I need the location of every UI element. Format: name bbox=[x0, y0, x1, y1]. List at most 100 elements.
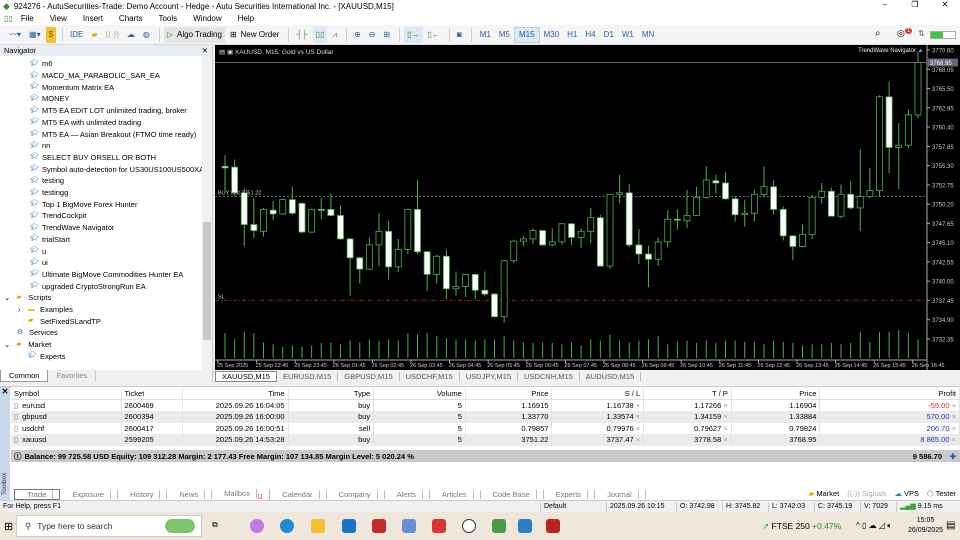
system-tray-icons[interactable]: ^ ▯ ☁ ◿ 🔈︎ bbox=[856, 521, 892, 530]
close-sl-icon[interactable]: × bbox=[633, 401, 641, 410]
toolbox-tab-company[interactable]: Company bbox=[327, 490, 385, 499]
column-header[interactable]: Time bbox=[182, 388, 289, 400]
chart-tab[interactable]: GBPUSD,M15 bbox=[338, 372, 400, 381]
close-tp-icon[interactable]: × bbox=[721, 401, 728, 410]
navigator-item[interactable]: 🎓︎ SELECT BUY ORSELL OR BOTH bbox=[30, 152, 156, 164]
column-header[interactable]: Volume bbox=[373, 388, 466, 400]
templates-icon[interactable]: ▦▾ bbox=[29, 30, 41, 39]
zoom-in-icon[interactable]: ⊕ bbox=[354, 30, 361, 39]
timeframe-m15[interactable]: M15 bbox=[514, 26, 540, 43]
vps-cloud-icon[interactable]: ☁ bbox=[126, 30, 135, 39]
column-header[interactable]: S / L bbox=[551, 388, 645, 400]
outlook-icon[interactable] bbox=[342, 519, 356, 533]
column-header[interactable]: Ticket bbox=[121, 388, 183, 400]
navigator-item[interactable]: 🎓︎ Symbol auto-detection for US30US100US5… bbox=[30, 163, 210, 175]
add-icon[interactable]: ✚ bbox=[949, 451, 956, 461]
navigator-item[interactable]: 🎓︎ TrendWave Navigator bbox=[30, 222, 114, 234]
line-chart-icon[interactable]: ⩘ bbox=[332, 29, 337, 39]
edge-icon[interactable] bbox=[280, 519, 294, 533]
signals-icon[interactable]: ((·)) bbox=[105, 30, 119, 39]
navigator-item[interactable]: 🎓︎ MT5 EA — Asian Breakout (FTMO time rea… bbox=[30, 128, 196, 140]
close-sl-icon[interactable]: × bbox=[633, 412, 641, 422]
tile-windows-icon[interactable]: ⊞ bbox=[383, 30, 391, 39]
menu-charts[interactable]: Charts bbox=[118, 14, 143, 23]
menu-tools[interactable]: Tools bbox=[158, 14, 178, 23]
algo-trading-button[interactable]: ▷ Algo Trading bbox=[163, 26, 225, 43]
tab-common[interactable]: Common bbox=[0, 370, 49, 382]
toolbox-tab-exposure[interactable]: Exposure bbox=[60, 490, 119, 499]
chatgpt-icon[interactable] bbox=[462, 519, 476, 533]
toolbox-tab-articles[interactable]: Articles bbox=[430, 490, 481, 499]
app-red2-icon[interactable] bbox=[432, 519, 446, 533]
chart-shift-icon[interactable]: ▯← bbox=[427, 30, 440, 39]
tester-link[interactable]: ⬡ Tester bbox=[927, 489, 956, 498]
timeframe-m5[interactable]: M5 bbox=[498, 30, 511, 39]
app-bottle-icon[interactable] bbox=[402, 519, 416, 533]
new-order-button[interactable]: ⊞ New Order bbox=[229, 30, 280, 39]
expand-toggle-icon[interactable]: ⌄ bbox=[4, 340, 11, 350]
navigator-item[interactable]: 🎓︎ MONEY bbox=[30, 93, 70, 105]
app-dark-icon[interactable] bbox=[546, 519, 560, 533]
toolbox-tab-trade[interactable]: Trade bbox=[14, 489, 61, 500]
table-row[interactable]: ▯ usdchf 2600417 2025.09.26 16:00:51 sell 5 0.… bbox=[11, 422, 960, 434]
navigator-item[interactable]: › ▬ Examples bbox=[18, 304, 73, 316]
close-tp-icon[interactable]: × bbox=[721, 412, 728, 422]
expand-toggle-icon[interactable]: ⌄ bbox=[4, 293, 11, 303]
chart-tab[interactable]: EURUSD,M15 bbox=[277, 372, 339, 381]
copilot-icon[interactable] bbox=[250, 519, 264, 533]
navigator-item[interactable]: 🎓︎ trialStart bbox=[30, 234, 70, 246]
notification-center-icon[interactable]: ▤ bbox=[946, 520, 956, 531]
vps-link[interactable]: ☁ VPS bbox=[894, 489, 920, 498]
timeframe-w1[interactable]: W1 bbox=[621, 30, 634, 39]
timeframe-mn[interactable]: MN bbox=[641, 30, 655, 39]
chart-tab[interactable]: USDCHF,M15 bbox=[400, 372, 460, 381]
start-icon[interactable]: ⊞ bbox=[4, 521, 14, 533]
table-row[interactable]: ▯ eurusd 2600469 2025.09.26 16:04:05 buy 5 1.1… bbox=[11, 399, 960, 411]
navigator-item[interactable]: ▰ SetFixedSLandTP bbox=[28, 315, 101, 327]
menu-help[interactable]: Help bbox=[237, 14, 255, 23]
navigator-item[interactable]: ⌄ ▰ Scripts bbox=[4, 292, 51, 304]
navigator-item[interactable]: 🎓︎ Momentum Matrix EA bbox=[30, 81, 114, 93]
menu-insert[interactable]: Insert bbox=[82, 14, 103, 23]
minimize-button[interactable]: – bbox=[882, 0, 888, 9]
toolbox-tab-mailbox[interactable]: Mailbox 11 bbox=[212, 488, 271, 501]
close-tp-icon[interactable]: × bbox=[721, 435, 728, 445]
close-profit-icon[interactable]: × bbox=[949, 401, 956, 410]
autoscroll-icon[interactable]: ▯→ bbox=[404, 26, 423, 43]
close-navigator-icon[interactable]: ✕ bbox=[201, 46, 208, 55]
app-red-icon[interactable] bbox=[372, 519, 386, 533]
close-toolbox-icon[interactable]: ✕ bbox=[1, 387, 9, 396]
candlestick-icon[interactable]: ▯▯ bbox=[312, 26, 328, 43]
zoom-out-icon[interactable]: ⊖ bbox=[368, 30, 376, 39]
table-row[interactable]: ▯ gbpusd 2600394 2025.09.26 16:00:00 buy 5 1.3… bbox=[11, 411, 960, 423]
file-explorer-icon[interactable] bbox=[311, 519, 325, 533]
timeframe-h1[interactable]: H1 bbox=[567, 30, 578, 39]
navigator-item[interactable]: 🎓︎ Top 1 BigMove Forex Hunter bbox=[30, 198, 137, 210]
navigator-item[interactable]: ⌄ ▰ Market bbox=[4, 339, 51, 351]
navigator-item[interactable]: 🎓︎ testing bbox=[30, 175, 64, 187]
toolbox-tab-experts[interactable]: Experts bbox=[544, 490, 596, 499]
clock[interactable]: 15:05 26/09/2025 bbox=[908, 517, 944, 534]
price-chart[interactable]: 3770.60 3768.05 3765.50 3762.95 3760.40 3757.… bbox=[215, 45, 960, 370]
toolbox-tab-history[interactable]: History bbox=[118, 490, 168, 499]
chart-type-icon[interactable]: 〰▾ bbox=[9, 30, 22, 39]
task-view-icon[interactable]: ⧉ bbox=[212, 520, 218, 529]
close-profit-icon[interactable]: × bbox=[949, 412, 956, 422]
navigator-item[interactable]: 🎓︎ upgraded CryptoStrongRun EA bbox=[30, 280, 146, 292]
close-tp-icon[interactable]: × bbox=[721, 423, 728, 433]
navigator-item[interactable]: 🎓︎ MT5 EA with unlimited trading bbox=[30, 117, 141, 129]
toolbox-tab-news[interactable]: News bbox=[167, 490, 213, 499]
chart-tab[interactable]: USDJPY,M15 bbox=[460, 372, 519, 381]
menu-window[interactable]: Window bbox=[193, 14, 222, 23]
timeframe-m30[interactable]: M30 bbox=[543, 30, 560, 39]
navigator-item[interactable]: 🎓︎ Ultimate BigMove Commodities Hunter EA bbox=[30, 269, 183, 281]
navigator-item[interactable]: ⚙ Services bbox=[4, 327, 58, 339]
close-sl-icon[interactable]: × bbox=[633, 435, 641, 445]
chart-tab[interactable]: USDCNH,M15 bbox=[518, 372, 580, 381]
app-blue-icon[interactable] bbox=[518, 519, 532, 533]
navigator-item[interactable]: 🎓︎ testingg bbox=[30, 187, 68, 199]
chart-tab[interactable]: XAUUSD,M15 bbox=[215, 371, 277, 382]
ide-icon[interactable]: IDE bbox=[70, 30, 84, 39]
timeframe-m1[interactable]: M1 bbox=[479, 30, 491, 39]
notifications-icon[interactable]: ◎ 1 bbox=[897, 28, 913, 38]
